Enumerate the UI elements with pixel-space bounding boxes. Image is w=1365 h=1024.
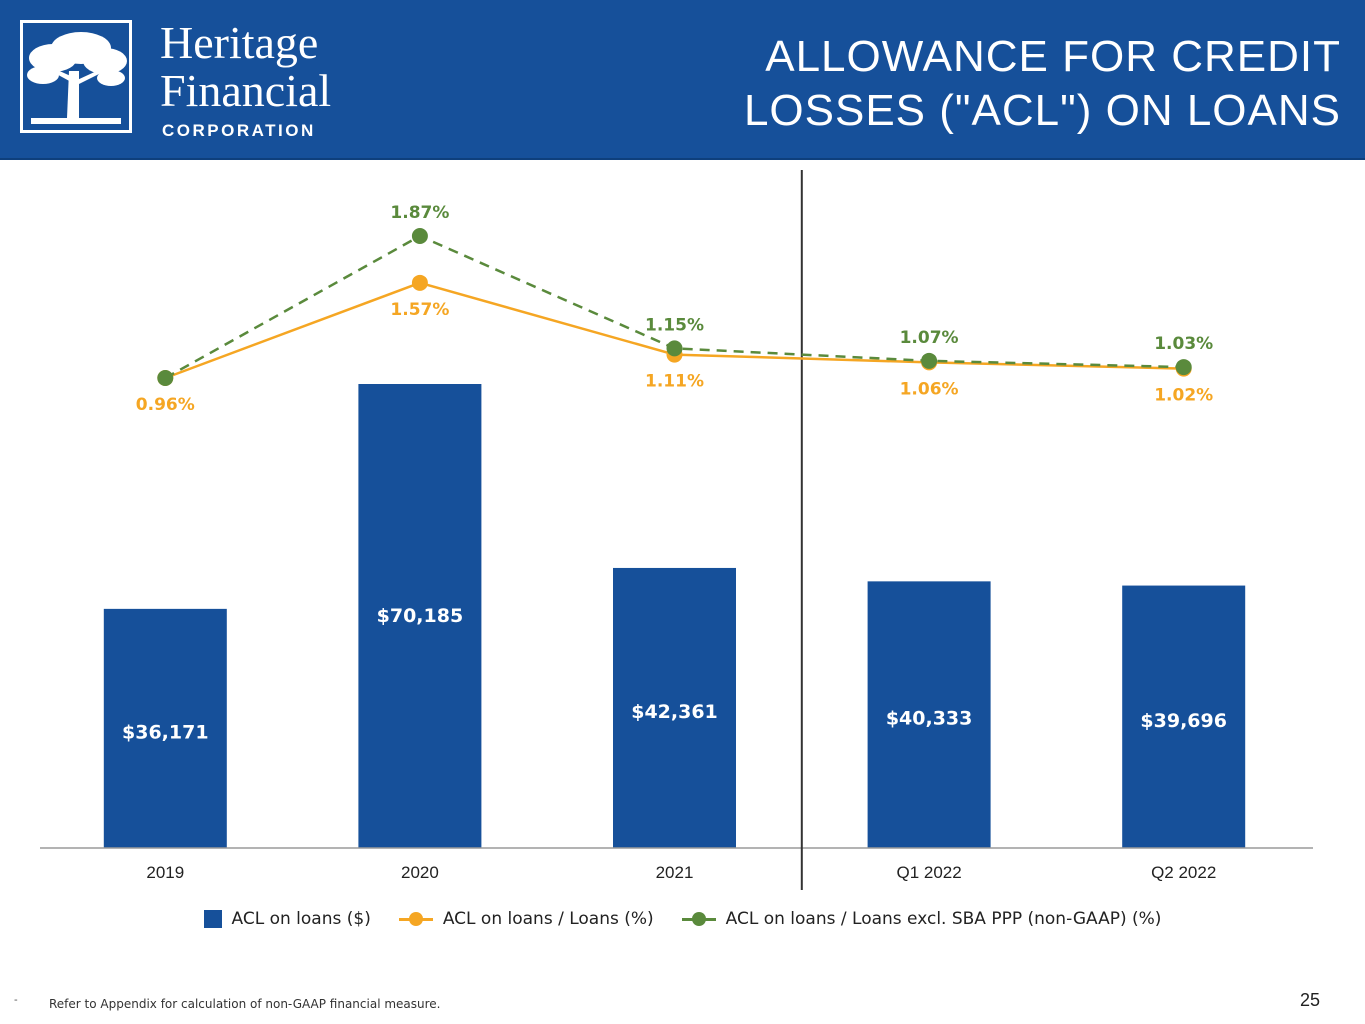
bar-value-label: $70,185 xyxy=(377,605,464,627)
bar-value-label: $40,333 xyxy=(886,708,973,730)
series-1-value-label: 1.06% xyxy=(900,379,959,399)
series-2-point xyxy=(157,370,174,386)
bar-value-label: $42,361 xyxy=(631,701,718,723)
legend-item-line1: ACL on loans / Loans (%) xyxy=(398,909,654,929)
logo-text-heritage: Heritage xyxy=(160,17,319,68)
series-2-value-label: 1.15% xyxy=(645,315,704,335)
tree-icon xyxy=(27,32,127,124)
page-title: ALLOWANCE FOR CREDIT LOSSES ("ACL") ON L… xyxy=(743,32,1341,135)
series-2-point xyxy=(411,228,428,244)
bar-2020 xyxy=(358,384,482,848)
legend-label-line2: ACL on loans / Loans excl. SBA PPP (non-… xyxy=(725,909,1162,929)
footnote: Refer to Appendix for calculation of non… xyxy=(49,997,441,1011)
legend-label-bars: ACL on loans ($) xyxy=(231,909,371,929)
bar-q2-2022 xyxy=(1122,585,1246,848)
series-2-point xyxy=(666,340,683,357)
series-2-value-label: 1.07% xyxy=(900,328,959,348)
series-2-point xyxy=(1175,359,1192,376)
x-tick-label: 2020 xyxy=(401,863,439,882)
series-1-value-label: 0.96% xyxy=(136,395,195,415)
x-tick-label: Q2 2022 xyxy=(1151,863,1216,882)
logo-emblem xyxy=(20,20,132,133)
series-2-point xyxy=(921,352,938,369)
logo-text-financial: Financial xyxy=(160,65,332,116)
legend-line2-swatch xyxy=(681,910,716,928)
legend-line1-swatch xyxy=(398,910,433,928)
x-tick-label: Q1 2022 xyxy=(896,863,961,882)
acl-chart: $36,171 $70,185 $42,361 $40,333 $39,696 2019 2… xyxy=(40,170,1313,890)
series-1-value-label: 1.02% xyxy=(1154,386,1213,406)
page-number: 25 xyxy=(1299,990,1320,1010)
legend-bar-swatch xyxy=(203,910,222,928)
bar-2019 xyxy=(103,608,227,848)
logo-text-corporation: CORPORATION xyxy=(162,121,316,140)
bar-value-label: $39,696 xyxy=(1140,710,1227,732)
chart-legend: ACL on loans ($) ACL on loans / Loans (%… xyxy=(0,904,1365,934)
series-2-value-label: 1.87% xyxy=(390,203,449,223)
footnote-dash: - xyxy=(14,994,18,1006)
legend-item-bars: ACL on loans ($) xyxy=(203,909,371,929)
x-tick-label: 2019 xyxy=(146,863,184,882)
series-1-value-label: 1.11% xyxy=(645,372,704,392)
series-1-value-label: 1.57% xyxy=(390,300,449,320)
bar-q1-2022 xyxy=(867,581,991,848)
legend-label-line1: ACL on loans / Loans (%) xyxy=(442,909,654,929)
legend-item-line2: ACL on loans / Loans excl. SBA PPP (non-… xyxy=(681,909,1162,929)
series-2-value-label: 1.03% xyxy=(1154,334,1213,354)
bar-value-label: $36,171 xyxy=(122,721,209,743)
header-banner: Heritage Financial CORPORATION ALLOWANCE… xyxy=(0,0,1365,160)
series-1-point xyxy=(411,274,428,291)
bar-2021 xyxy=(613,567,736,848)
x-tick-label: 2021 xyxy=(656,863,694,882)
